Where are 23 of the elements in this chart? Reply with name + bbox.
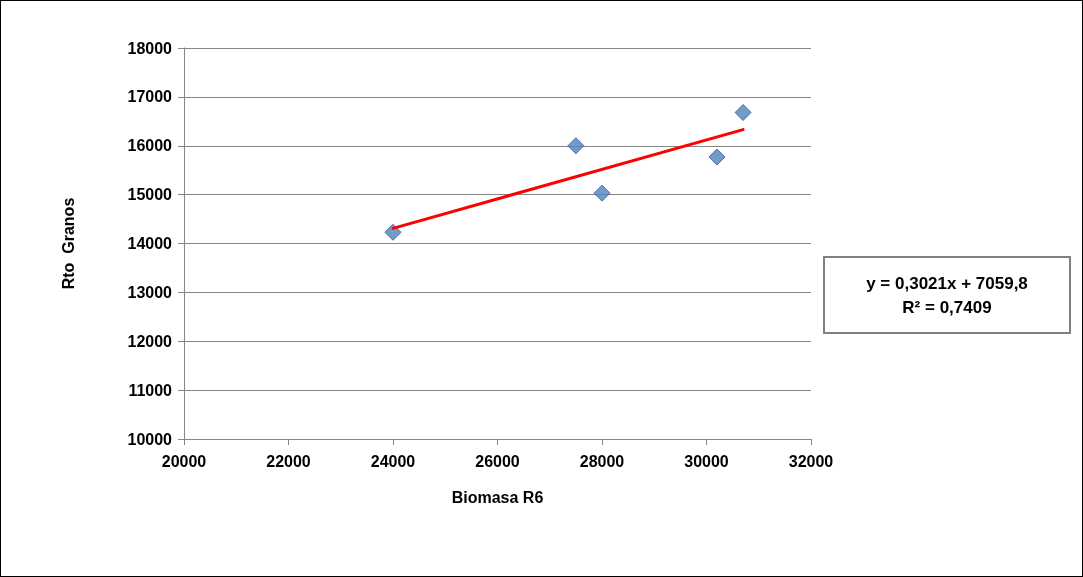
y-tick-label: 13000 <box>127 283 173 301</box>
y-tick-label: 17000 <box>127 88 173 106</box>
x-tick-label: 24000 <box>370 452 416 470</box>
x-tick-label: 30000 <box>684 452 729 470</box>
y-tick-label: 11000 <box>128 381 173 399</box>
x-tick-label: 20000 <box>161 452 207 470</box>
point <box>734 104 752 122</box>
point <box>593 184 611 202</box>
x-tick-label: 32000 <box>788 452 834 470</box>
point <box>567 137 585 155</box>
y-tick-label: 10000 <box>127 430 173 448</box>
x-tick-label: 22000 <box>266 452 311 470</box>
text: y = 0,3021x + 7059,8 R² = 0,7409 <box>866 273 1028 317</box>
x-axis-title: Biomasa R6 <box>451 488 544 506</box>
y-tick-label: 15000 <box>127 186 173 204</box>
y-tick-label: 14000 <box>127 235 173 252</box>
y-tick-label: 12000 <box>127 332 173 350</box>
y-tick-label: 16000 <box>127 137 173 155</box>
y-tick-label: 18000 <box>127 39 173 57</box>
x-tick-label: 26000 <box>475 452 520 470</box>
x-tick-label: 28000 <box>579 452 625 470</box>
point <box>708 148 726 166</box>
y-axis-title: Rto Granos <box>59 197 77 290</box>
